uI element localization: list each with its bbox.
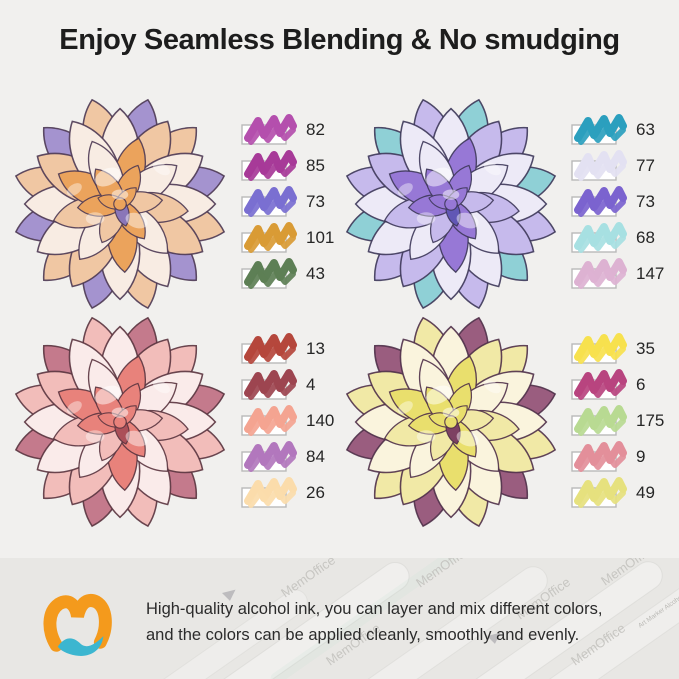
swatch-row: 49 — [571, 475, 664, 511]
marker-swatch-chip — [241, 367, 297, 401]
swatch-number: 26 — [306, 483, 325, 502]
footer-line-1: High-quality alcohol ink, you can layer … — [146, 600, 603, 618]
succulent-illustration-purple — [337, 96, 565, 314]
marker-swatch-chip — [571, 184, 627, 218]
swatch-number: 68 — [636, 228, 655, 247]
swatch-row: 13 — [241, 331, 334, 367]
swatch-row: 26 — [241, 475, 334, 511]
swatch-number: 175 — [636, 411, 665, 430]
swatch-number: 82 — [306, 120, 325, 139]
swatch-row: 4 — [241, 367, 334, 403]
marker-swatch-chip — [571, 256, 627, 290]
marker-swatch-chip — [241, 112, 297, 146]
footer-band: MemOffice MemOffice MemOffice MemOffice … — [0, 558, 679, 679]
memoffice-logo — [43, 594, 112, 656]
marker-swatch-chip — [571, 148, 627, 182]
swatch-row: 82 — [241, 112, 334, 148]
swatch-row: 63 — [571, 112, 664, 148]
pen-logo-arrow-icon — [222, 589, 236, 601]
swatch-number: 4 — [306, 375, 316, 394]
marker-swatch-chip — [571, 403, 627, 437]
marker-swatch-chip — [571, 331, 627, 365]
swatch-row: 140 — [241, 403, 334, 439]
succulent-illustration-pink — [6, 314, 234, 532]
swatch-number: 43 — [306, 264, 325, 283]
swatch-list-purple: 63 77 73 68 147 — [571, 112, 664, 292]
memoffice-watermark: MemOffice — [413, 558, 473, 590]
marker-swatch-chip — [241, 403, 297, 437]
marker-swatch-chip — [241, 256, 297, 290]
swatch-number: 85 — [306, 156, 325, 175]
swatch-number: 73 — [636, 192, 655, 211]
marker-swatch-chip — [241, 331, 297, 365]
swatch-number: 49 — [636, 483, 655, 502]
swatch-row: 35 — [571, 331, 664, 367]
memoffice-watermark: MemOffice — [278, 558, 338, 600]
swatch-number: 147 — [636, 264, 665, 283]
swatch-number: 6 — [636, 375, 646, 394]
logo-m-shape — [43, 594, 112, 652]
footer-description: High-quality alcohol ink, you can layer … — [146, 596, 666, 648]
swatch-row: 9 — [571, 439, 664, 475]
swatch-number: 9 — [636, 447, 646, 466]
marker-swatch-chip — [241, 220, 297, 254]
marker-swatch-chip — [571, 112, 627, 146]
swatch-row: 73 — [241, 184, 334, 220]
swatch-row: 73 — [571, 184, 664, 220]
marker-swatch-chip — [571, 367, 627, 401]
swatch-row: 6 — [571, 367, 664, 403]
swatch-row: 85 — [241, 148, 334, 184]
footer-line-2: and the colors can be applied cleanly, s… — [146, 626, 580, 644]
marker-swatch-chip — [571, 439, 627, 473]
pen-watermark-background: MemOffice MemOffice MemOffice MemOffice … — [122, 558, 679, 679]
marker-swatch-chip — [571, 475, 627, 509]
swatch-list-pink: 13 4 140 84 26 — [241, 331, 334, 511]
swatch-number: 84 — [306, 447, 325, 466]
succulent-illustration-yellow — [337, 314, 565, 532]
marker-swatch-chip — [241, 439, 297, 473]
swatch-row: 147 — [571, 256, 664, 292]
swatch-number: 63 — [636, 120, 655, 139]
swatch-row: 101 — [241, 220, 334, 256]
marker-swatch-chip — [241, 184, 297, 218]
succulent-illustration-peach — [6, 96, 234, 314]
swatch-row: 77 — [571, 148, 664, 184]
swatch-row: 68 — [571, 220, 664, 256]
marker-swatch-chip — [571, 220, 627, 254]
swatch-list-peach: 82 85 73 101 43 — [241, 112, 334, 292]
logo-wave-shape — [57, 636, 104, 656]
swatch-number: 35 — [636, 339, 655, 358]
swatch-number: 73 — [306, 192, 325, 211]
marker-swatch-chip — [241, 148, 297, 182]
pen-logo-arrow-icon — [487, 632, 501, 644]
swatch-number: 140 — [306, 411, 335, 430]
swatch-number: 77 — [636, 156, 655, 175]
swatch-list-yellow: 35 6 175 9 49 — [571, 331, 664, 511]
swatch-number: 13 — [306, 339, 325, 358]
marker-swatch-chip — [241, 475, 297, 509]
swatch-number: 101 — [306, 228, 335, 247]
swatch-row: 84 — [241, 439, 334, 475]
swatch-row: 175 — [571, 403, 664, 439]
page-title: Enjoy Seamless Blending & No smudging — [59, 24, 620, 56]
swatch-row: 43 — [241, 256, 334, 292]
